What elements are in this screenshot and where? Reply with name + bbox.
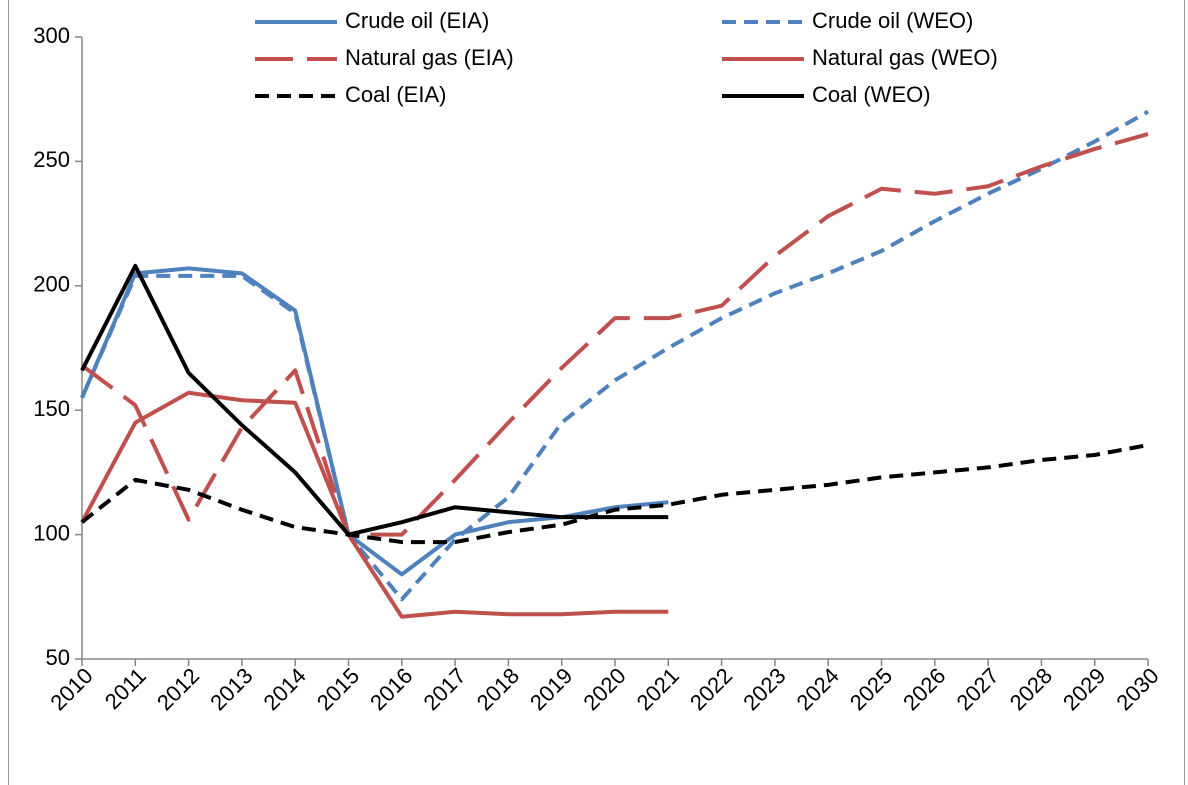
y-tick-label: 50 bbox=[46, 645, 70, 670]
legend-label: Coal (EIA) bbox=[345, 82, 446, 107]
legend-label: Crude oil (WEO) bbox=[812, 8, 973, 33]
x-tick-label: 2014 bbox=[259, 663, 311, 715]
series-line bbox=[80, 109, 1149, 602]
series-line bbox=[80, 132, 1149, 537]
x-tick-label: 2013 bbox=[205, 663, 257, 715]
x-tick-label: 2016 bbox=[365, 663, 417, 715]
x-tick-label: 2021 bbox=[632, 663, 684, 715]
x-tick-label: 2012 bbox=[152, 663, 204, 715]
series-line bbox=[80, 443, 1149, 545]
legend-label: Natural gas (EIA) bbox=[345, 45, 514, 70]
y-tick-label: 300 bbox=[33, 23, 70, 48]
legend-label: Crude oil (EIA) bbox=[345, 8, 489, 33]
y-tick-label: 100 bbox=[33, 520, 70, 545]
x-tick-label: 2015 bbox=[312, 663, 364, 715]
frame bbox=[8, 0, 1185, 785]
series-line bbox=[80, 263, 669, 537]
x-tick-label: 2024 bbox=[792, 663, 844, 715]
x-tick-label: 2020 bbox=[578, 663, 630, 715]
x-tick-label: 2019 bbox=[525, 663, 577, 715]
x-tick-label: 2026 bbox=[898, 663, 950, 715]
x-tick-label: 2028 bbox=[1005, 663, 1057, 715]
x-tick-label: 2027 bbox=[951, 663, 1003, 715]
x-tick-label: 2025 bbox=[845, 663, 897, 715]
x-tick-label: 2017 bbox=[418, 663, 470, 715]
y-tick-label: 150 bbox=[33, 396, 70, 421]
y-tick-label: 250 bbox=[33, 147, 70, 172]
x-tick-label: 2029 bbox=[1058, 663, 1110, 715]
x-tick-label: 2030 bbox=[1111, 663, 1163, 715]
x-tick-label: 2011 bbox=[100, 663, 151, 714]
series-line bbox=[80, 390, 669, 619]
x-tick-label: 2023 bbox=[738, 663, 790, 715]
x-tick-label: 2010 bbox=[45, 663, 97, 715]
legend-label: Natural gas (WEO) bbox=[812, 45, 998, 70]
x-tick-label: 2022 bbox=[685, 663, 737, 715]
x-tick-label: 2018 bbox=[472, 663, 524, 715]
y-tick-label: 200 bbox=[33, 272, 70, 297]
legend-label: Coal (WEO) bbox=[812, 82, 931, 107]
